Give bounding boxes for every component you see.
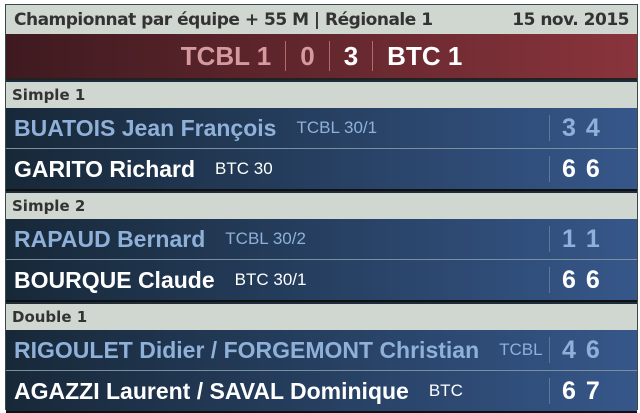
set-score: 6 — [562, 376, 576, 405]
home-team: TCBL 1 — [180, 40, 272, 71]
header: Championnat par équipe + 55 M | Régional… — [6, 5, 637, 34]
divider — [549, 267, 550, 293]
section-label: Double 1 — [12, 308, 88, 326]
player-name: RIGOULET Didier / FORGEMONT Christian — [14, 336, 480, 363]
divider — [328, 41, 330, 71]
match-row: RIGOULET Didier / FORGEMONT Christian TC… — [6, 330, 637, 371]
player-name: RAPAUD Bernard — [14, 225, 206, 252]
divider — [372, 41, 374, 71]
divider — [285, 41, 287, 71]
set-score: 4 — [562, 335, 576, 364]
section-header: Simple 1 — [6, 80, 637, 108]
set-score: 6 — [562, 154, 576, 183]
set-score: 6 — [585, 154, 600, 183]
section-label: Simple 1 — [12, 86, 86, 104]
section-header: Simple 2 — [6, 191, 637, 219]
divider — [549, 226, 550, 252]
away-score: 3 — [343, 40, 359, 71]
match-scoreboard: Championnat par équipe + 55 M | Régional… — [5, 4, 638, 413]
divider — [549, 337, 550, 363]
set-score: 1 — [562, 224, 576, 253]
set-score: 7 — [585, 376, 600, 405]
set-score: 6 — [562, 265, 576, 294]
divider — [549, 115, 550, 141]
section-label: Simple 2 — [12, 197, 86, 215]
divider — [549, 156, 550, 182]
team-score-bar: TCBL 1 0 3 BTC 1 — [6, 34, 637, 80]
player-club: BTC — [428, 381, 463, 400]
player-club: TCBL — [499, 340, 543, 359]
divider — [549, 378, 550, 404]
competition-title: Championnat par équipe + 55 M | Régional… — [14, 9, 433, 30]
match-date: 15 nov. 2015 — [512, 9, 629, 30]
player-club: TCBL 30/2 — [225, 229, 306, 248]
player-name: BUATOIS Jean François — [14, 114, 277, 141]
set-score: 6 — [585, 265, 600, 294]
section-header: Double 1 — [6, 302, 637, 330]
player-name: AGAZZI Laurent / SAVAL Dominique — [14, 377, 409, 404]
home-score: 0 — [300, 40, 315, 71]
set-score: 3 — [562, 113, 576, 142]
set-score: 1 — [585, 224, 600, 253]
set-score: 6 — [585, 335, 600, 364]
player-club: BTC 30 — [215, 159, 273, 178]
away-team: BTC 1 — [387, 40, 463, 71]
player-club: BTC 30/1 — [234, 270, 307, 289]
set-score: 4 — [585, 113, 600, 142]
player-club: TCBL 30/1 — [296, 118, 378, 137]
player-name: BOURQUE Claude — [14, 266, 215, 293]
player-name: GARITO Richard — [14, 155, 196, 182]
